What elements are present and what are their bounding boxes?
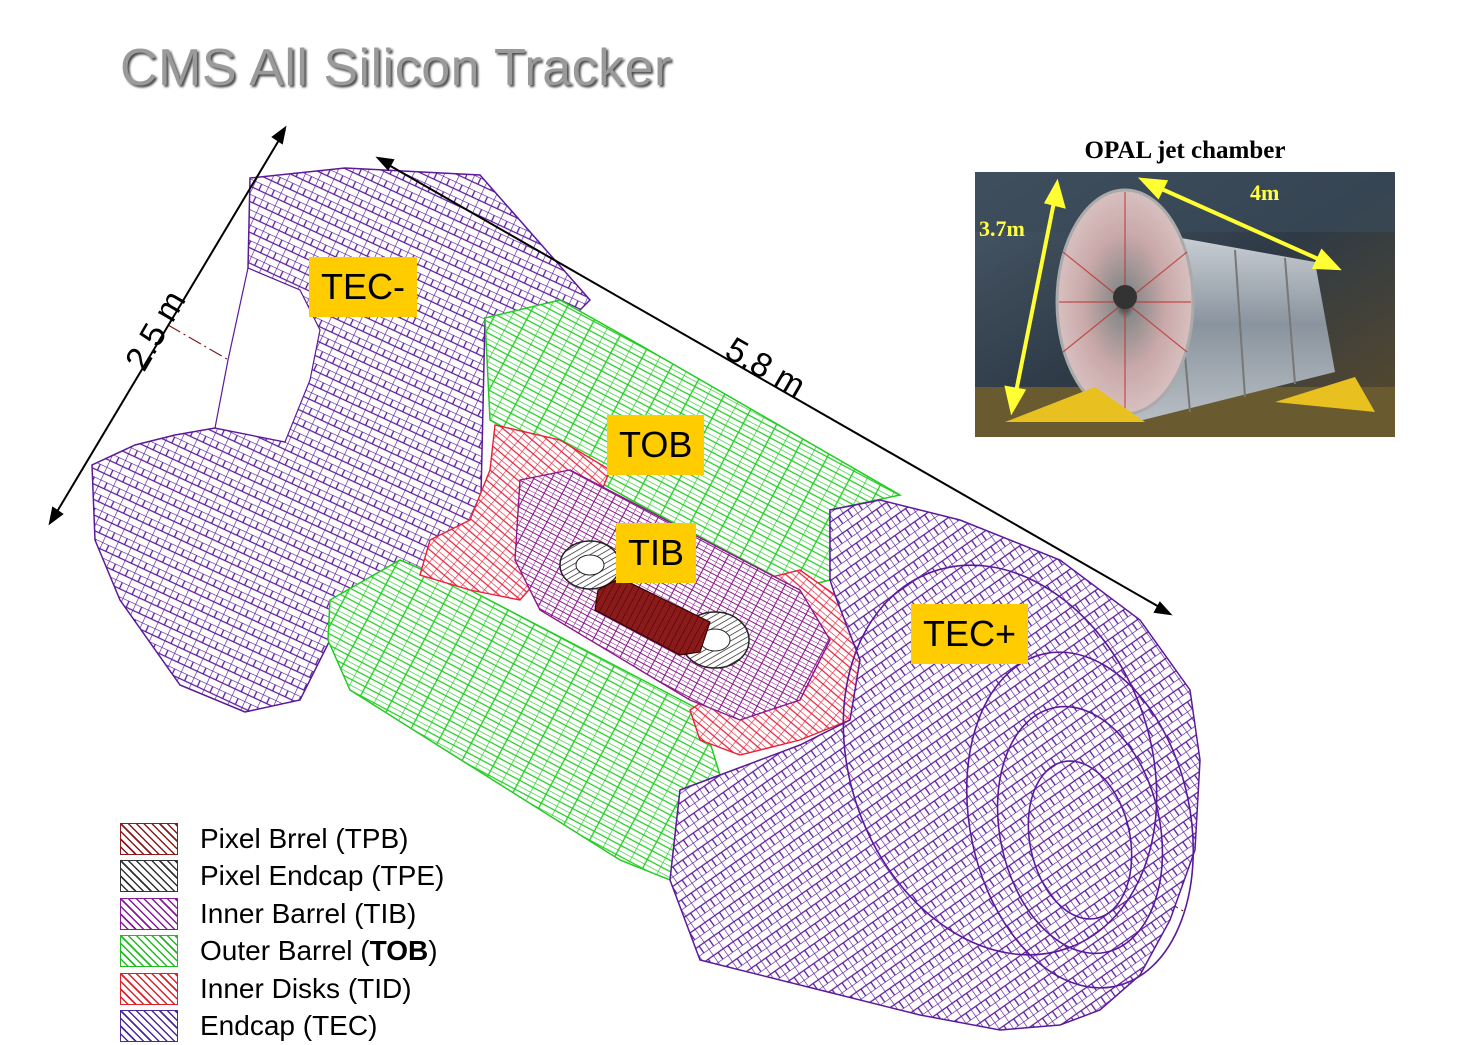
legend-item-inner-disks: Inner Disks (TID) <box>120 970 444 1008</box>
legend-item-pixel-barrel: Pixel Brrel (TPB) <box>120 820 444 858</box>
legend-label: Inner Disks (TID) <box>200 972 412 1004</box>
tid-left <box>419 424 611 601</box>
legend-swatch <box>120 1010 178 1043</box>
photo-title: OPAL jet chamber <box>1084 137 1286 164</box>
legend-swatch <box>120 860 178 893</box>
tag-tec-plus: TEC+ <box>911 604 1029 664</box>
legend-swatch <box>120 972 178 1005</box>
legend-item-outer-barrel: Outer Barrel (TOB) <box>120 933 444 971</box>
legend-item-pixel-endcap: Pixel Endcap (TPE) <box>120 858 444 896</box>
tec-plus-rings <box>842 564 1195 989</box>
opal-photo-panel: OPAL jet chamber <box>975 134 1395 437</box>
tag-tec-minus: TEC- <box>309 257 417 317</box>
opal-photo: 3.7m 4m <box>975 172 1395 437</box>
dimension-arrows <box>48 125 1173 616</box>
photo-length-label: 4m <box>1250 180 1280 205</box>
legend-label: Inner Barrel (TIB) <box>200 897 417 929</box>
legend-label: Pixel Brrel (TPB) <box>200 822 409 854</box>
photo-height-label: 3.7m <box>979 216 1025 241</box>
tag-tob: TOB <box>607 415 705 475</box>
legend: Pixel Brrel (TPB) Pixel Endcap (TPE) Inn… <box>120 820 444 1045</box>
legend-item-inner-barrel: Inner Barrel (TIB) <box>120 895 444 933</box>
legend-label: Pixel Endcap (TPE) <box>200 860 445 892</box>
legend-swatch <box>120 822 178 855</box>
tec-plus-endcap <box>669 499 1201 1031</box>
legend-label: Endcap (TEC) <box>200 1010 378 1042</box>
legend-swatch <box>120 935 178 968</box>
legend-swatch <box>120 897 178 930</box>
legend-item-endcap: Endcap (TEC) <box>120 1008 444 1045</box>
legend-label: Outer Barrel (TOB) <box>200 935 438 967</box>
page-title: CMS All Silicon Tracker <box>120 39 672 97</box>
tag-tib: TIB <box>616 523 697 583</box>
